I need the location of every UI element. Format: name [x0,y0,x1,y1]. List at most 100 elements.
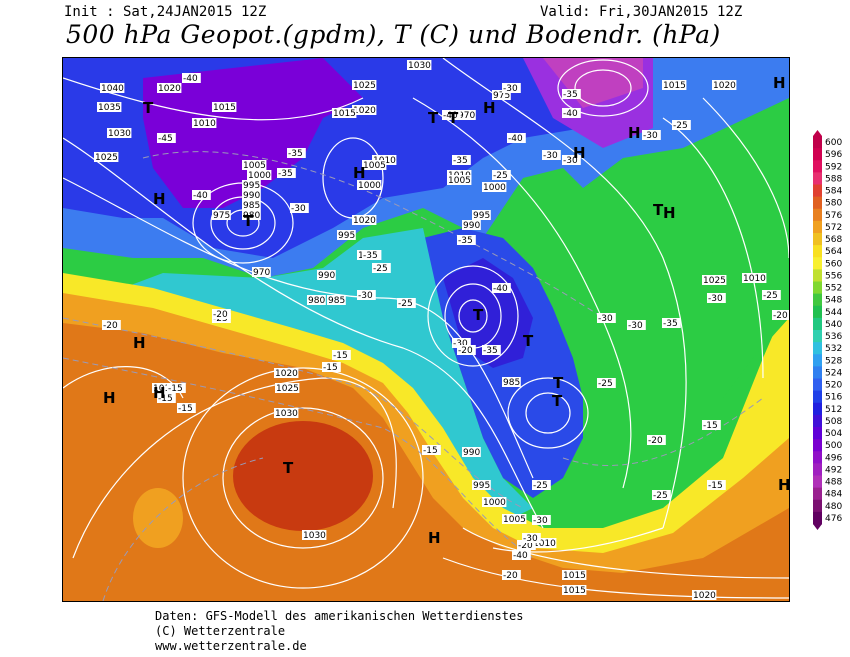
pressure-label: -30 [627,320,646,331]
center-marker: T [283,459,294,477]
pressure-label: 1010 [532,538,557,549]
svg-text:985: 985 [243,201,260,211]
center-marker: T [448,109,459,127]
scale-label: 600 [825,138,842,148]
pressure-label: -20 [212,309,231,320]
pressure-label: 1040 [100,83,125,94]
footer-url: www.wetterzentrale.de [155,639,307,653]
scale-swatch [813,136,822,149]
svg-text:1020: 1020 [353,106,376,116]
pressure-label: 985 [502,377,521,388]
svg-text:-25: -25 [533,481,548,491]
pressure-label: -15 [332,350,351,361]
scale-swatch [813,305,822,319]
svg-text:980: 980 [243,211,260,221]
scale-label: 596 [825,150,842,160]
svg-text:-30: -30 [503,84,518,94]
valid-time: Valid: Fri,30JAN2015 12Z [540,4,743,20]
svg-text:H: H [353,164,366,182]
center-marker: H [483,99,496,117]
scale-swatch [813,451,822,464]
pressure-label: -15 [322,362,341,373]
svg-text:975: 975 [493,91,510,101]
svg-text:1040: 1040 [101,84,124,94]
svg-text:995: 995 [473,211,490,221]
svg-text:1015: 1015 [663,81,686,91]
svg-text:-20: -20 [213,310,228,320]
svg-text:995: 995 [243,181,260,191]
svg-text:H: H [103,389,116,407]
pressure-label: 1035 [97,102,122,113]
scale-swatch [813,414,822,428]
pressure-label: 1015 [562,570,587,581]
pressure-label: -25 [532,480,551,491]
pressure-label: 1030 [274,408,299,419]
svg-text:-25: -25 [493,171,508,181]
temperature-labels: -40-45-40-35-35-30-35-25-30-35-40-35-30-… [102,73,789,581]
svg-text:-30: -30 [598,314,613,324]
pressure-label: -15 [157,393,176,404]
pressure-label: -30 [597,313,616,324]
scale-swatch [813,245,822,258]
scale-label: 524 [825,368,842,378]
scale-swatch [813,366,822,379]
svg-text:-30: -30 [543,151,558,161]
svg-text:H: H [663,204,676,222]
scale-label: 564 [825,247,842,257]
svg-text:T: T [243,212,254,230]
pressure-label: 1005 [362,160,387,171]
svg-text:H: H [133,334,146,352]
svg-text:1015: 1015 [563,586,586,596]
scale-label: 536 [825,332,842,342]
pressure-label: 1020 [712,80,737,91]
pressure-label: 985 [242,200,261,211]
svg-text:-20: -20 [773,311,788,321]
pressure-label: -30 [707,293,726,304]
scale-bottom-arrow [813,524,822,530]
scale-swatch [813,330,822,343]
pressure-label: -35 [457,235,476,246]
svg-text:1000: 1000 [483,183,506,193]
pressure-label: 1000 [482,497,507,508]
svg-text:1015: 1015 [213,103,236,113]
svg-text:-15: -15 [178,404,193,414]
pressure-label: -20 [502,570,521,581]
svg-text:-30: -30 [563,156,578,166]
scale-label: 592 [825,162,842,172]
pressure-label: 995 [337,230,356,241]
svg-text:H: H [483,99,496,117]
svg-text:-30: -30 [643,131,658,141]
svg-text:H: H [773,74,786,92]
svg-text:H: H [628,124,641,142]
svg-text:1005: 1005 [503,515,526,525]
scale-label: 532 [825,344,842,354]
svg-text:-35: -35 [278,169,293,179]
pressure-label: -15 [422,445,441,456]
pressure-label: 990 [462,220,481,231]
svg-text:1000: 1000 [358,181,381,191]
pressure-label: -20 [517,540,536,551]
pressure-label: -40 [512,550,531,561]
center-marker: T [552,392,563,410]
warm-region-darkorange [63,323,789,601]
pressure-label: 1030 [302,530,327,541]
svg-text:-30: -30 [291,204,306,214]
scale-swatch [813,427,822,440]
svg-text:-25: -25 [598,379,613,389]
pressure-label: -35 [662,318,681,329]
scale-label: 496 [825,453,842,463]
scale-label: 556 [825,271,842,281]
center-marker: H [428,529,441,547]
svg-text:-35: -35 [663,319,678,329]
svg-text:1030: 1030 [303,531,326,541]
scale-label: 560 [825,259,842,269]
scale-swatch [813,487,822,501]
svg-text:T: T [523,332,534,350]
scale-swatch [813,499,822,513]
pressure-label: 1015 [662,80,687,91]
svg-text:H: H [778,476,790,494]
pressure-label: -20 [647,435,666,446]
pressure-label: -20 [457,345,476,356]
center-marker: H [153,384,166,402]
svg-text:T: T [428,109,439,127]
